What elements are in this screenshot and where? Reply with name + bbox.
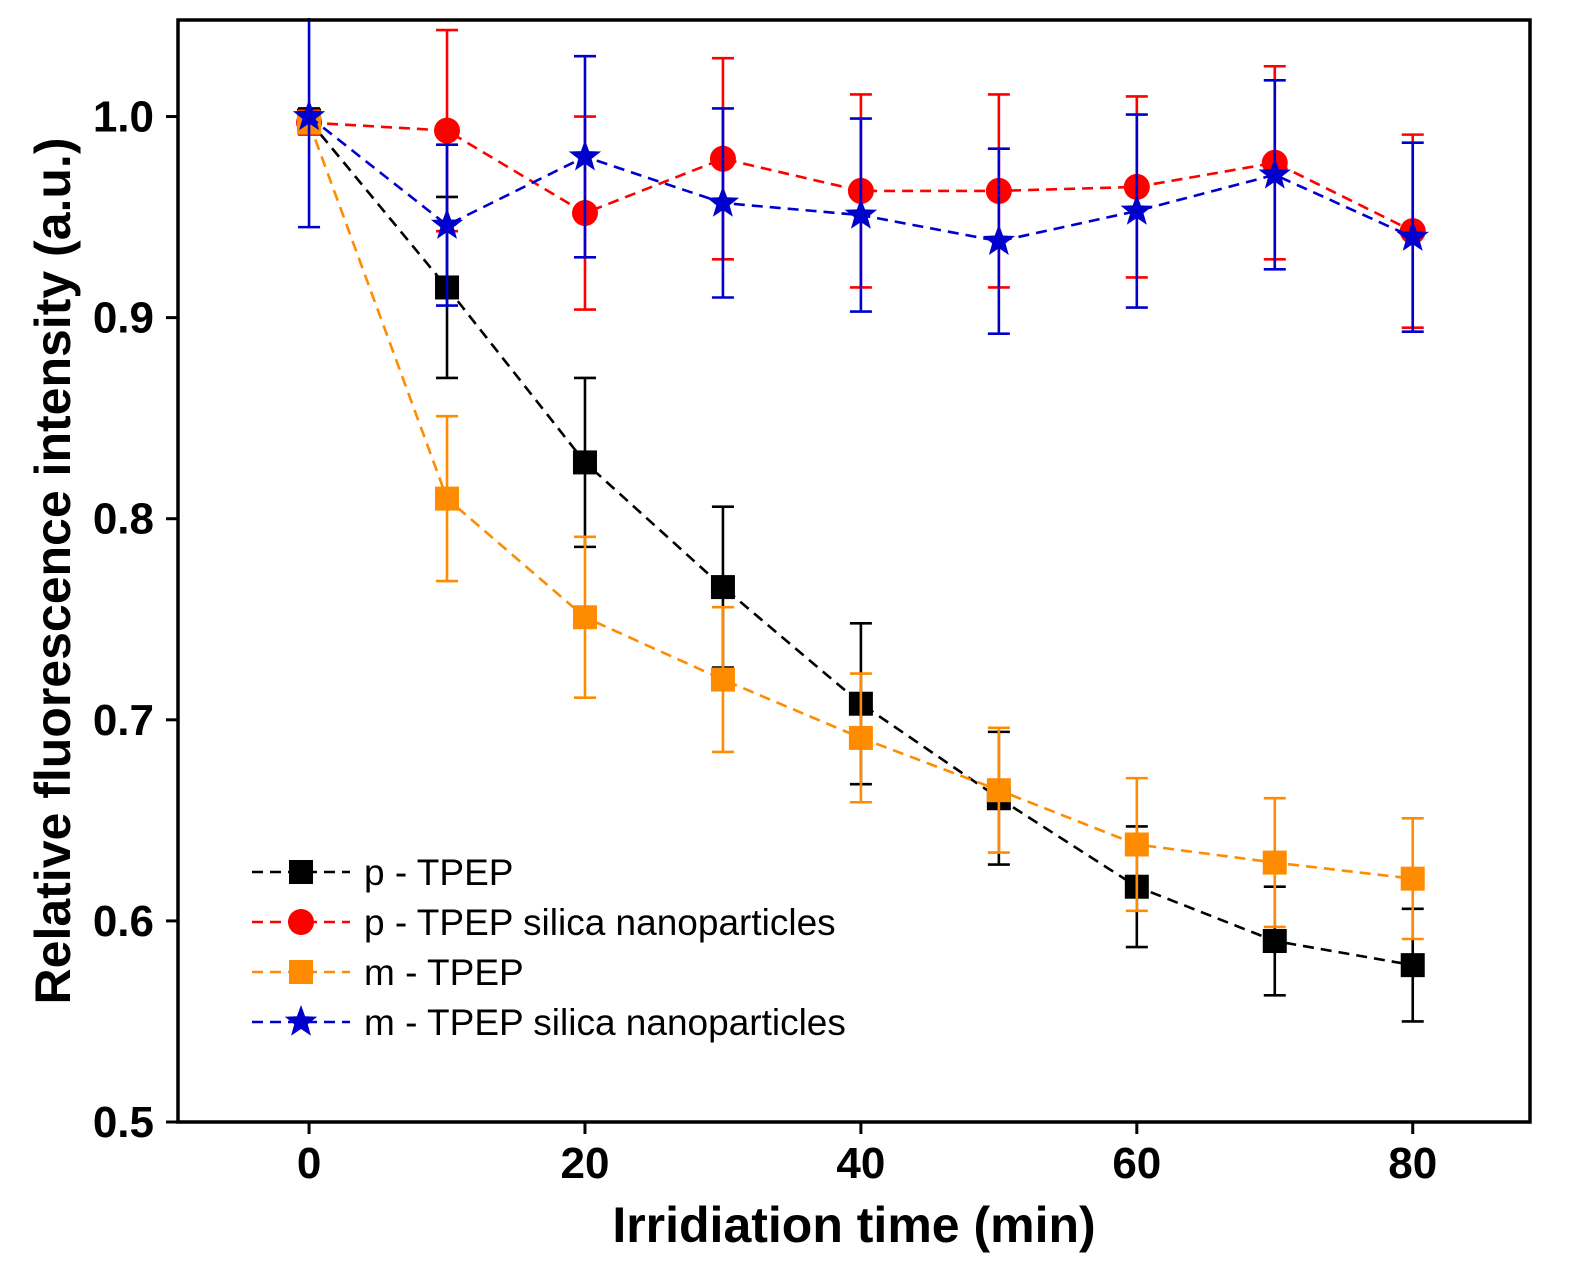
marker-square [1400,953,1425,978]
marker-square [572,605,597,630]
series-line [309,121,1414,233]
axis-layer: 0 20 40 60 80 0.5 0.6 0.7 0.8 0.9 1.0 [93,18,1532,1188]
marker-circle [288,909,314,935]
legend-label: m - TPEP silica nanoparticles [364,1002,846,1043]
y-tick-label: 0.6 [93,897,154,946]
plot-frame [176,18,1532,1124]
x-tick-label: 40 [836,1139,885,1188]
marker-square [710,667,735,692]
marker-circle [434,117,461,144]
marker-square [435,486,460,511]
marker-square [289,960,313,984]
y-tick-label: 0.9 [93,294,154,343]
marker-square [289,860,313,884]
marker-star [844,198,878,229]
marker-star [568,139,602,171]
marker-square [1262,850,1287,875]
marker-star [1258,157,1291,189]
legend-label: m - TPEP [364,952,524,993]
marker-square [1124,832,1149,857]
marker-star [982,224,1015,255]
series-line [308,119,1413,967]
marker-square [710,575,735,600]
marker-star [292,99,326,131]
x-axis-title: Irridiation time (min) [612,1197,1095,1253]
marker-star [284,1005,318,1036]
y-tick-label: 0.7 [93,696,154,745]
y-tick-label: 1.0 [93,93,154,142]
legend: p - TPEP p - TPEP silica nanoparticles m -… [252,852,846,1043]
legend-label: p - TPEP [364,852,513,893]
x-tick-label: 0 [297,1139,321,1188]
x-tick-label: 60 [1112,1139,1161,1188]
marker-square [986,778,1011,803]
marker-star [1396,220,1429,251]
marker-star [706,186,740,217]
marker-star [1120,194,1153,225]
y-axis-title: Relative fluorescence intensity (a.u.) [25,138,81,1005]
marker-square [572,450,597,475]
x-tick-label: 80 [1388,1139,1437,1188]
series-layer [292,18,1429,1023]
legend-label: p - TPEP silica nanoparticles [364,902,836,943]
marker-square [848,725,873,750]
marker-star [430,208,464,239]
y-tick-label: 0.8 [93,495,154,544]
y-tick-label: 0.5 [93,1098,154,1147]
marker-square [1262,929,1287,954]
marker-square [1400,866,1425,891]
x-tick-label: 20 [561,1139,610,1188]
